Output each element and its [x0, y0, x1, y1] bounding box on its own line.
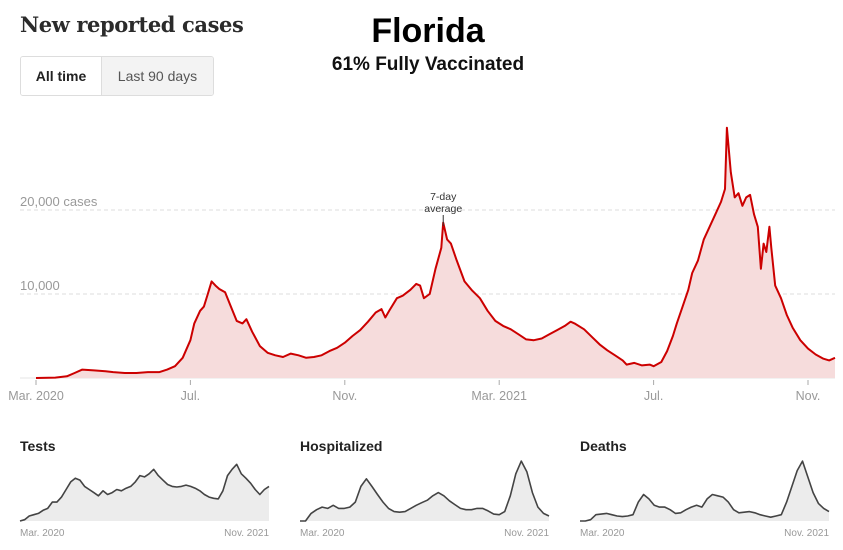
- x-axis-label: Mar. 2021: [471, 389, 527, 403]
- annotation-label: average: [424, 203, 462, 215]
- vaccination-subtitle: 61% Fully Vaccinated: [331, 54, 525, 75]
- annotation-label: 7-day: [430, 191, 457, 203]
- x-axis-label: Nov.: [332, 389, 357, 403]
- x-axis-label: Nov. 2021: [784, 528, 829, 539]
- deaths-title: Deaths: [580, 438, 627, 454]
- deaths-line: [580, 460, 830, 522]
- x-axis-label: Jul.: [644, 389, 663, 403]
- x-axis-label: Mar. 2020: [300, 528, 345, 539]
- time-range-toggle: All time Last 90 days: [20, 56, 214, 96]
- deaths-area: [580, 461, 829, 521]
- tests-line: [19, 463, 270, 522]
- y-axis-label: 10,000: [20, 278, 60, 293]
- hospitalized-title: Hospitalized: [300, 438, 383, 454]
- cases-line: [35, 126, 836, 379]
- x-axis-label: Mar. 2020: [8, 389, 64, 403]
- hospitalized-line: [300, 460, 550, 522]
- x-axis-label: Jul.: [181, 389, 200, 403]
- tests-area: [20, 464, 269, 521]
- x-axis-label: Nov. 2021: [224, 528, 269, 539]
- state-title: Florida: [371, 12, 485, 50]
- tests-title: Tests: [20, 438, 56, 454]
- x-axis-label: Mar. 2020: [20, 528, 65, 539]
- hospitalized-area: [300, 461, 549, 521]
- x-axis-label: Nov. 2021: [504, 528, 549, 539]
- all-time-button[interactable]: All time: [21, 57, 102, 95]
- cases-area: [36, 127, 835, 378]
- last-90-days-button[interactable]: Last 90 days: [102, 57, 213, 95]
- x-axis-label: Nov.: [796, 389, 821, 403]
- chart-headline: New reported cases: [20, 12, 244, 37]
- y-axis-label: 20,000 cases: [20, 194, 98, 209]
- x-axis-label: Mar. 2020: [580, 528, 625, 539]
